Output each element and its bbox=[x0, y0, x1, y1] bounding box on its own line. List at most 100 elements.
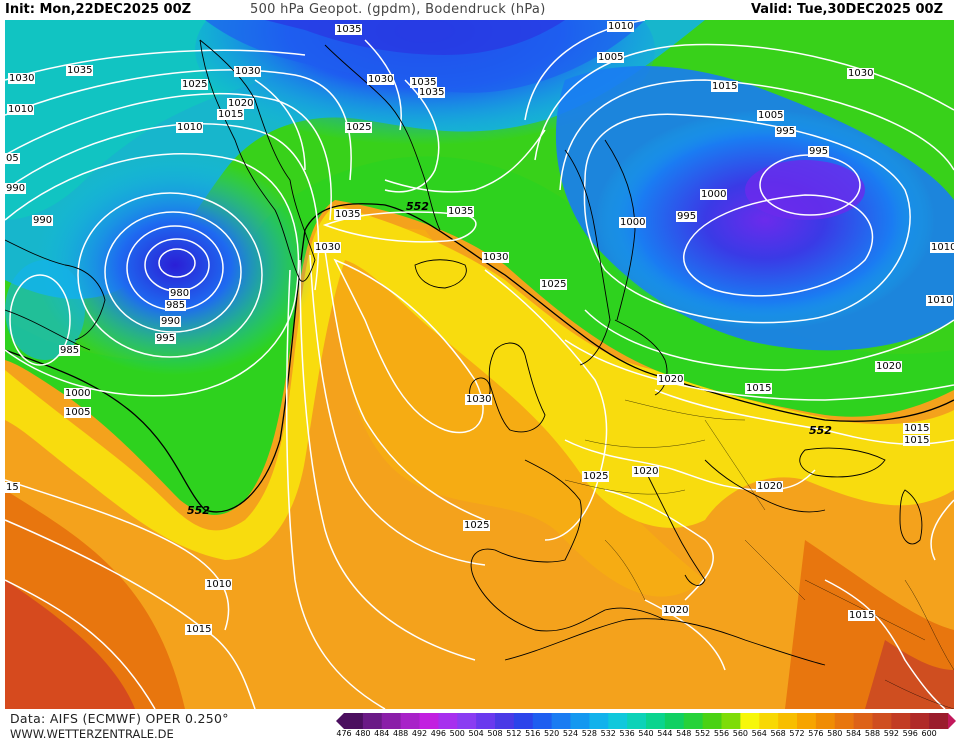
country-borders bbox=[564, 399, 954, 709]
geopotential-label: 552 bbox=[809, 424, 832, 437]
legend-tick-label: 560 bbox=[732, 729, 749, 738]
legend-swatch bbox=[834, 713, 855, 729]
legend-swatch bbox=[815, 713, 836, 729]
legend-tick-label: 592 bbox=[883, 729, 900, 738]
legend-swatch bbox=[759, 713, 779, 729]
legend-swatch bbox=[608, 713, 628, 729]
isobar-label: 995 bbox=[808, 146, 830, 157]
far-west-low bbox=[5, 260, 85, 360]
legend-tick-label: 488 bbox=[392, 729, 409, 738]
isobar-label: 1005 bbox=[597, 52, 625, 63]
isobar-label: 1025 bbox=[463, 520, 491, 531]
isobar-label: 1000 bbox=[700, 189, 728, 200]
legend-tick-label: 476 bbox=[336, 729, 352, 738]
isobar-label: 990 bbox=[160, 316, 182, 327]
northern-blue-core bbox=[205, 20, 645, 93]
legend-tick-label: 504 bbox=[468, 729, 484, 738]
isobar-label: 1035 bbox=[410, 77, 438, 88]
legend-tick-label: 544 bbox=[657, 729, 673, 738]
isobar-label: 985 bbox=[59, 345, 81, 356]
isobar-label: 1010 bbox=[205, 579, 233, 590]
isobar-label: 1015 bbox=[217, 109, 245, 120]
isobar-label: 1020 bbox=[875, 361, 903, 372]
eastern-low-core bbox=[745, 160, 865, 220]
isobar-label: 1020 bbox=[632, 466, 660, 477]
ridge-core bbox=[305, 220, 705, 597]
legend-swatch bbox=[344, 713, 364, 729]
legend-swatch bbox=[362, 713, 383, 729]
legend-tick-label: 576 bbox=[808, 729, 824, 738]
isobar-label: 1030 bbox=[8, 73, 36, 84]
isobar-label: 1005 bbox=[64, 407, 92, 418]
legend-tick-label: 552 bbox=[694, 729, 711, 738]
legend-swatch bbox=[551, 713, 571, 729]
legend-swatch bbox=[910, 713, 930, 729]
isobar-label: 1010 bbox=[176, 122, 204, 133]
legend-tick-label: 548 bbox=[676, 729, 692, 738]
isobar-label: 1015 bbox=[903, 435, 931, 446]
legend-swatch bbox=[381, 713, 402, 729]
isobar-label: 1030 bbox=[314, 242, 342, 253]
isobar-label: 1010 bbox=[607, 21, 635, 32]
legend-swatch bbox=[646, 713, 666, 729]
legend-swatch bbox=[929, 713, 949, 729]
legend-tick-label: 540 bbox=[638, 729, 654, 738]
legend-swatch bbox=[495, 713, 515, 729]
legend-swatch bbox=[476, 713, 496, 729]
legend-tick-label: 496 bbox=[430, 729, 447, 738]
legend-tick-label: 480 bbox=[355, 729, 371, 738]
legend-tick-label: 588 bbox=[864, 729, 881, 738]
southeast-hot-zone bbox=[865, 640, 954, 709]
legend-swatch bbox=[797, 713, 817, 729]
isobar-label: 1035 bbox=[66, 65, 94, 76]
coastlines bbox=[5, 39, 923, 666]
legend-swatch bbox=[570, 713, 590, 729]
legend-swatch bbox=[853, 713, 873, 729]
isobar-label: 995 bbox=[775, 126, 797, 137]
legend-tick-label: 512 bbox=[506, 729, 522, 738]
legend-right-arrow bbox=[948, 713, 956, 729]
site-url-label: WWW.WETTERZENTRALE.DE bbox=[10, 727, 174, 741]
eastern-low bbox=[595, 110, 935, 330]
isobar-label: 1010 bbox=[930, 242, 954, 253]
legend-swatch bbox=[438, 713, 458, 729]
legend-swatch bbox=[513, 713, 534, 729]
isobar-label: 1015 bbox=[711, 81, 739, 92]
map-title: 500 hPa Geopot. (gpdm), Bodendruck (hPa) bbox=[250, 2, 546, 17]
legend-swatch bbox=[419, 713, 439, 729]
isobar-label: 1025 bbox=[582, 471, 610, 482]
yellow-band bbox=[5, 205, 954, 560]
isobar-label: 1035 bbox=[335, 24, 363, 35]
isobar-label: 1020 bbox=[657, 374, 685, 385]
legend-tick-label: 600 bbox=[921, 729, 937, 738]
isobar-label: 1020 bbox=[756, 481, 784, 492]
legend-swatch bbox=[400, 713, 420, 729]
isobar-label: 1010 bbox=[7, 104, 35, 115]
isobar-label: 1025 bbox=[181, 79, 209, 90]
isobar-label: 05 bbox=[5, 153, 20, 164]
isobar-label: 1025 bbox=[345, 122, 373, 133]
legend-tick-label: 568 bbox=[770, 729, 786, 738]
legend-swatch bbox=[589, 713, 609, 729]
legend-swatch bbox=[740, 713, 760, 729]
isobar-label: 1010 bbox=[926, 295, 954, 306]
isobar-label: 1030 bbox=[367, 74, 395, 85]
contour-552 bbox=[5, 203, 954, 513]
legend-swatch bbox=[778, 713, 798, 729]
isobar-label: 1015 bbox=[185, 624, 213, 635]
isobar-label: 1030 bbox=[234, 66, 262, 77]
legend-swatch bbox=[721, 713, 741, 729]
isobar-label: 1035 bbox=[447, 206, 475, 217]
legend-swatch bbox=[891, 713, 911, 729]
legend-tick-label: 556 bbox=[713, 729, 730, 738]
isobar-label: 990 bbox=[32, 215, 54, 226]
legend-swatch bbox=[627, 713, 647, 729]
isobar-label: 1005 bbox=[757, 110, 785, 121]
isobar-label: 1000 bbox=[64, 388, 92, 399]
isobar-label: 1025 bbox=[540, 279, 568, 290]
legend-tick-label: 484 bbox=[374, 729, 390, 738]
legend-swatch bbox=[664, 713, 685, 729]
isobar-label: 1035 bbox=[334, 209, 362, 220]
isobar-label: 1000 bbox=[619, 217, 647, 228]
isobar-label: 1015 bbox=[903, 423, 931, 434]
